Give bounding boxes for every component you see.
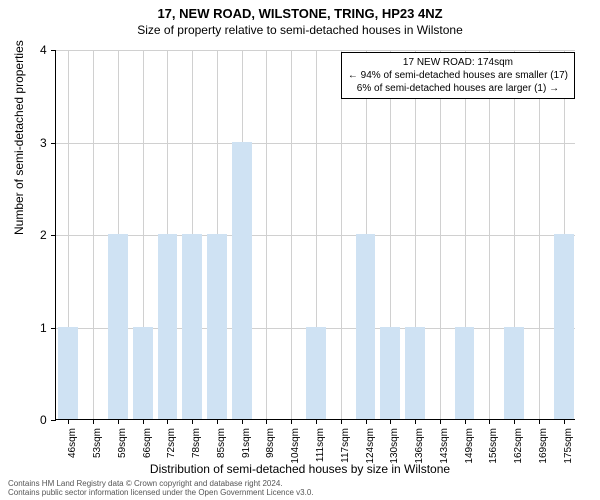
footer-line2: Contains public sector information licen… [8, 488, 314, 498]
xtick-mark [143, 419, 144, 424]
gridline-v [291, 50, 292, 419]
ytick-mark [51, 50, 56, 51]
xtick-label: 53sqm [92, 428, 103, 458]
xtick-label: 136sqm [414, 428, 425, 464]
xtick-label: 78sqm [191, 428, 202, 458]
bar [182, 234, 202, 419]
xtick-mark [564, 419, 565, 424]
xtick-mark [316, 419, 317, 424]
footer: Contains HM Land Registry data © Crown c… [8, 479, 314, 498]
footer-line1: Contains HM Land Registry data © Crown c… [8, 479, 314, 489]
ytick-mark [51, 143, 56, 144]
bar [58, 327, 78, 420]
annotation-box: 17 NEW ROAD: 174sqm ← 94% of semi-detach… [341, 52, 575, 99]
chart-title: 17, NEW ROAD, WILSTONE, TRING, HP23 4NZ [0, 0, 600, 21]
ytick-label: 1 [40, 321, 47, 335]
bar [306, 327, 326, 420]
xtick-mark [217, 419, 218, 424]
xtick-mark [167, 419, 168, 424]
xtick-mark [266, 419, 267, 424]
bar [158, 234, 178, 419]
gridline-v [93, 50, 94, 419]
bar [133, 327, 153, 420]
bar [232, 142, 252, 420]
xtick-label: 66sqm [142, 428, 153, 458]
ytick-label: 2 [40, 228, 47, 242]
bar [405, 327, 425, 420]
xtick-label: 104sqm [290, 428, 301, 464]
annotation-line1: 17 NEW ROAD: 174sqm [348, 56, 568, 69]
gridline-v [266, 50, 267, 419]
xtick-label: 111sqm [315, 428, 326, 462]
xtick-mark [539, 419, 540, 424]
xtick-label: 162sqm [513, 428, 524, 464]
xtick-mark [192, 419, 193, 424]
chart-container: 17, NEW ROAD, WILSTONE, TRING, HP23 4NZ … [0, 0, 600, 500]
xtick-mark [341, 419, 342, 424]
bar [554, 234, 574, 419]
xtick-label: 91sqm [241, 428, 252, 458]
xtick-mark [440, 419, 441, 424]
chart-subtitle: Size of property relative to semi-detach… [0, 21, 600, 37]
gridline-v [539, 50, 540, 419]
y-axis-label: Number of semi-detached properties [12, 40, 26, 235]
xtick-mark [489, 419, 490, 424]
xtick-mark [291, 419, 292, 424]
ytick-label: 3 [40, 136, 47, 150]
x-axis-label: Distribution of semi-detached houses by … [0, 462, 600, 476]
ytick-mark [51, 420, 56, 421]
gridline-v [489, 50, 490, 419]
ytick-mark [51, 328, 56, 329]
xtick-label: 46sqm [67, 428, 78, 458]
xtick-label: 98sqm [265, 428, 276, 458]
xtick-label: 169sqm [538, 428, 549, 464]
annotation-line2: ← 94% of semi-detached houses are smalle… [348, 69, 568, 82]
xtick-label: 175sqm [563, 428, 574, 464]
xtick-label: 143sqm [439, 428, 450, 464]
xtick-label: 156sqm [488, 428, 499, 464]
xtick-label: 117sqm [340, 428, 351, 463]
gridline-v [341, 50, 342, 419]
xtick-mark [415, 419, 416, 424]
xtick-mark [514, 419, 515, 424]
gridline-v [440, 50, 441, 419]
ytick-label: 4 [40, 43, 47, 57]
annotation-line3: 6% of semi-detached houses are larger (1… [348, 82, 568, 95]
xtick-mark [390, 419, 391, 424]
plot-area [55, 50, 575, 420]
xtick-label: 59sqm [117, 428, 128, 458]
xtick-mark [242, 419, 243, 424]
chart-area: 17 NEW ROAD: 174sqm ← 94% of semi-detach… [55, 50, 575, 420]
xtick-label: 130sqm [389, 428, 400, 464]
xtick-mark [118, 419, 119, 424]
bar [356, 234, 376, 419]
ytick-label: 0 [40, 413, 47, 427]
xtick-label: 72sqm [166, 428, 177, 458]
xtick-mark [366, 419, 367, 424]
xtick-mark [93, 419, 94, 424]
bar [455, 327, 475, 420]
xtick-mark [465, 419, 466, 424]
xtick-label: 85sqm [216, 428, 227, 458]
ytick-mark [51, 235, 56, 236]
bar [108, 234, 128, 419]
bar [207, 234, 227, 419]
bar [380, 327, 400, 420]
xtick-label: 124sqm [365, 428, 376, 464]
xtick-mark [68, 419, 69, 424]
xtick-label: 149sqm [464, 428, 475, 464]
bar [504, 327, 524, 420]
